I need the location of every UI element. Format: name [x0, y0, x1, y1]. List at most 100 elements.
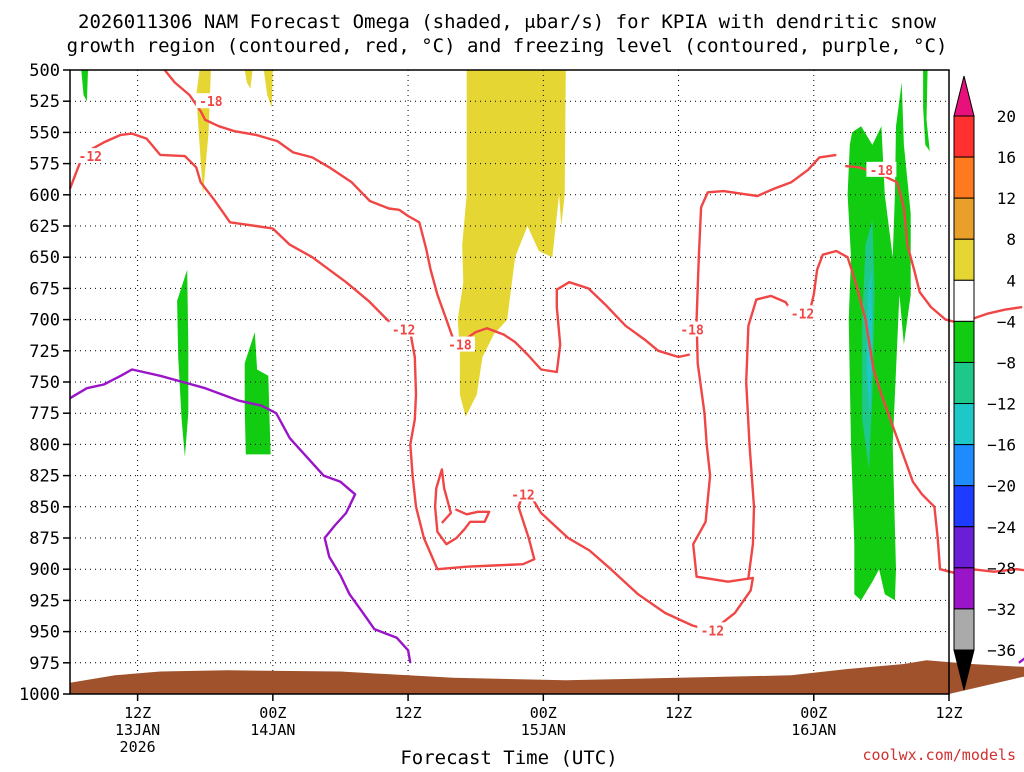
contour-label: -12 [79, 150, 102, 165]
downward-motion-area-2 [177, 269, 189, 457]
contour-label-layer: -18 -12 -12 -18 -12 -18 -12 -18 -12 [75, 93, 897, 639]
contour-label-bg [388, 321, 419, 337]
upward-motion-area-4 [457, 70, 566, 417]
y-tick-label: 725 [29, 342, 60, 362]
colorbar-label: −36 [987, 641, 1016, 660]
colorbar-bin [953, 361, 975, 405]
downward-motion-area-5 [923, 70, 930, 152]
credit-text[interactable]: coolwx.com/models [862, 746, 1016, 764]
colorbar: 20 16 12 8 4 −4 −8 −12 −16 −20 −24 −28 −32 −36 [953, 75, 1016, 691]
x-tick-label: 15JAN [521, 721, 566, 739]
terrain-layer [70, 660, 1024, 694]
contour-label: -18 [448, 339, 472, 354]
minus12-contour-central [409, 331, 536, 571]
colorbar-label: 20 [997, 107, 1016, 126]
chart-title-line1: 2026011306 NAM Forecast Omega (shaded, μ… [78, 11, 936, 33]
colorbar-bin [953, 115, 975, 158]
contour-label-bg [75, 148, 106, 164]
contour-label: -12 [392, 324, 415, 339]
downward-motion-area-1 [81, 70, 88, 102]
x-tick-label: 00Z [800, 704, 827, 722]
x-tick-label: 13JAN [115, 721, 160, 739]
y-tick-label: 575 [29, 155, 60, 175]
colorbar-label: −8 [997, 353, 1016, 372]
y-tick-label: 650 [29, 248, 60, 268]
y-tick-label: 700 [29, 311, 60, 331]
colorbar-bin [953, 526, 975, 569]
contour-label-bg [508, 486, 539, 502]
colorbar-bin [953, 156, 975, 199]
colorbar-label: 8 [1006, 230, 1016, 249]
contour-label-bg [866, 161, 897, 177]
y-tick-label: 1000 [19, 685, 60, 705]
y-tick-label: 525 [29, 92, 60, 112]
minus12-contour-west [68, 132, 404, 336]
minus18-contour-west [163, 69, 456, 343]
x-tick-label: 12Z [395, 704, 422, 722]
y-axis: 500 525 550 575 600 625 650 675 700 725 750 775 800 8… [19, 61, 70, 705]
y-tick-label: 600 [29, 186, 60, 206]
terrain-fill [70, 660, 1024, 694]
colorbar-label: −32 [987, 600, 1016, 619]
colorbar-bin [953, 485, 975, 528]
y-tick-label: 875 [29, 529, 60, 549]
chart-title-line2: growth region (contoured, red, °C) and f… [67, 35, 948, 57]
x-tick-label: 14JAN [250, 721, 295, 739]
contour-label: -12 [791, 307, 814, 322]
colorbar-label: 16 [997, 148, 1016, 167]
upward-motion-area-3 [263, 70, 273, 108]
downward-motion-area-4 [847, 82, 911, 601]
x-tick-label: 12Z [935, 704, 962, 722]
y-tick-label: 625 [29, 217, 60, 237]
y-tick-label: 825 [29, 467, 60, 487]
colorbar-bin [953, 238, 975, 281]
y-tick-label: 675 [29, 279, 60, 299]
freezing-level-contour [69, 368, 412, 664]
colorbar-bin [953, 608, 975, 651]
colorbar-label: −16 [987, 436, 1016, 455]
contour-label: -12 [511, 488, 534, 503]
y-tick-label: 950 [29, 623, 60, 643]
colorbar-bin [953, 320, 975, 363]
y-tick-label: 975 [29, 654, 60, 674]
colorbar-label: 12 [997, 189, 1016, 208]
x-tick-label: 12Z [124, 704, 151, 722]
y-tick-label: 850 [29, 498, 60, 518]
x-tick-label: 00Z [530, 704, 557, 722]
contour-label-bg [444, 336, 475, 352]
colorbar-label: −12 [987, 395, 1016, 414]
contour-label-bg [195, 93, 226, 109]
upward-motion-area-2 [244, 70, 253, 89]
colorbar-bin [953, 197, 975, 240]
colorbar-bin [953, 279, 975, 322]
colorbar-label: −4 [997, 312, 1016, 331]
colorbar-bin [953, 567, 975, 610]
minus12-contour-loop-lower [692, 153, 837, 627]
colorbar-bottom-arrow [953, 649, 975, 691]
y-tick-label: 800 [29, 435, 60, 455]
contour-label: -18 [199, 95, 223, 110]
colorbar-label: 4 [1006, 271, 1016, 290]
x-tick-label: 16JAN [791, 721, 836, 739]
y-tick-label: 775 [29, 404, 60, 424]
y-tick-label: 925 [29, 591, 60, 611]
y-tick-label: 900 [29, 560, 60, 580]
contour-label-bg [677, 321, 708, 337]
y-tick-label: 500 [29, 61, 60, 81]
freezing-level-contour-east [1018, 657, 1024, 664]
minus18-contour-central [466, 281, 691, 374]
x-tick-label: 00Z [259, 704, 286, 722]
colorbar-label: −28 [987, 559, 1016, 578]
x-tick-label: 12Z [665, 704, 692, 722]
colorbar-bin [953, 444, 975, 487]
contour-label: -12 [701, 624, 724, 639]
colorbar-label: −20 [987, 477, 1016, 496]
y-tick-label: 550 [29, 123, 60, 143]
minus12-contour-loop-small [745, 294, 798, 579]
colorbar-label: −24 [987, 518, 1016, 537]
y-tick-label: 750 [29, 373, 60, 393]
colorbar-top-arrow [953, 75, 975, 117]
omega-shading-layer [81, 70, 930, 601]
